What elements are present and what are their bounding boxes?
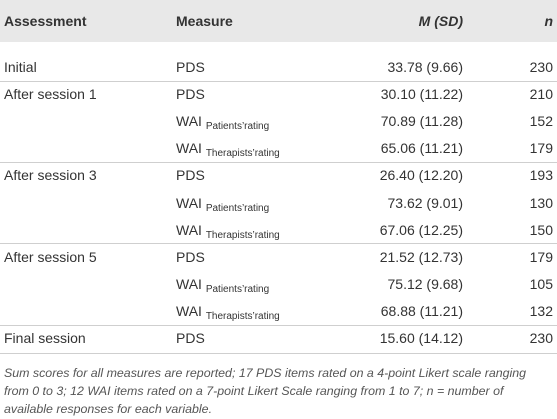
n-value: 193 <box>529 167 553 184</box>
measure: PDS <box>176 54 205 81</box>
mean-sd: 68.88 (11.21) <box>380 302 463 319</box>
measure: WAI Patients’rating <box>176 271 269 303</box>
measure-name: PDS <box>176 330 205 346</box>
measure-name: WAI <box>176 302 202 319</box>
mean-sd: 73.62 (9.01) <box>387 194 464 211</box>
n-value: 210 <box>529 86 553 103</box>
measure-subscript: Therapists’rating <box>205 310 280 322</box>
measure: WAI Therapists’rating <box>176 298 280 330</box>
bottom-rule <box>0 353 557 355</box>
measure-subscript: Patients’rating <box>205 202 270 214</box>
assessment: Initial <box>4 59 37 75</box>
n-value: 179 <box>529 248 553 265</box>
mean-sd: 30.10 (11.22) <box>380 86 463 103</box>
n-value: 230 <box>529 59 553 75</box>
mean-sd: 65.06 (11.21) <box>380 140 463 157</box>
assessment: After session 5 <box>4 248 97 265</box>
measure-name: PDS <box>176 86 205 103</box>
measure-subscript: Patients’rating <box>205 121 270 133</box>
row-rule <box>0 243 557 245</box>
measure-name: WAI <box>176 140 202 157</box>
measure-subscript: Patients’rating <box>205 283 270 295</box>
assessment: After session 3 <box>4 167 97 184</box>
n-value: 150 <box>529 221 553 238</box>
n-value: 105 <box>529 275 553 292</box>
measure: WAI Patients’rating <box>176 108 269 140</box>
footnote: Sum scores for all measures are reported… <box>4 366 527 416</box>
assessment: After session 1 <box>4 86 97 103</box>
measure: WAI Therapists’rating <box>176 217 280 249</box>
n-value: 152 <box>529 113 553 130</box>
mean-sd: 67.06 (12.25) <box>379 221 463 238</box>
measure: PDS <box>176 244 205 271</box>
measure-subscript: Therapists’rating <box>205 148 280 160</box>
mean-sd: 70.89 (11.28) <box>380 113 463 130</box>
column-header: M (SD) <box>418 13 463 29</box>
mean-sd: 21.52 (12.73) <box>379 248 463 265</box>
column-header: n <box>544 13 553 29</box>
measure: WAI Patients’rating <box>176 190 269 222</box>
assessment: Final session <box>4 330 86 346</box>
measure: PDS <box>176 325 205 352</box>
n-value: 130 <box>529 194 553 211</box>
column-header: Measure <box>176 13 233 29</box>
mean-sd: 33.78 (9.66) <box>387 59 464 75</box>
measure-name: WAI <box>176 221 202 238</box>
measure: PDS <box>176 81 205 108</box>
measure-name: PDS <box>176 59 205 75</box>
header-row <box>0 0 557 42</box>
measure-name: WAI <box>176 275 202 292</box>
mean-sd: 26.40 (12.20) <box>379 167 463 184</box>
measure-name: PDS <box>176 167 205 184</box>
row-rule <box>0 80 557 82</box>
mean-sd: 75.12 (9.68) <box>387 275 464 292</box>
row-rule <box>0 161 557 163</box>
measure-name: WAI <box>176 113 202 130</box>
n-value: 230 <box>529 330 553 346</box>
measure-name: WAI <box>176 194 202 211</box>
n-value: 179 <box>529 140 553 157</box>
measure: PDS <box>176 162 205 189</box>
mean-sd: 15.60 (14.12) <box>379 330 463 346</box>
column-header: Assessment <box>4 13 87 29</box>
measure-name: PDS <box>176 248 205 265</box>
measure: WAI Therapists’rating <box>176 135 280 167</box>
row-rule <box>0 324 557 326</box>
measure-subscript: Therapists’rating <box>205 229 280 241</box>
n-value: 132 <box>529 302 553 319</box>
